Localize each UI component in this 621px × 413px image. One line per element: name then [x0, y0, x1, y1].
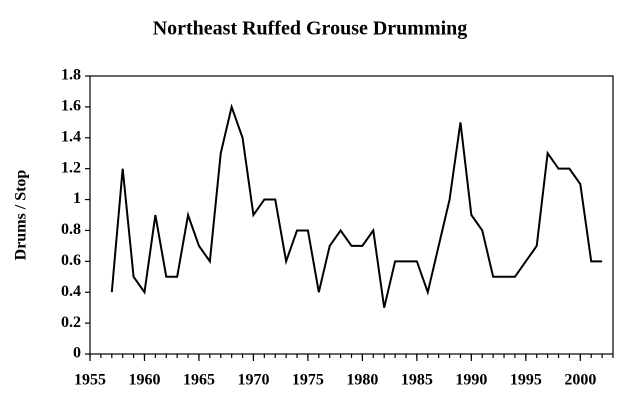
- x-tick-label: 1985: [401, 372, 433, 389]
- x-tick-label: 1965: [183, 372, 215, 389]
- y-tick-label: 0: [73, 345, 81, 362]
- x-tick-label: 1990: [455, 372, 487, 389]
- y-tick-label: 1: [73, 190, 81, 207]
- y-tick-label: 1.6: [61, 98, 81, 115]
- y-axis-label: Drums / Stop: [13, 170, 30, 261]
- y-tick-label: 0.8: [61, 221, 81, 238]
- data-line: [110, 103, 603, 308]
- plot-frame: [89, 75, 614, 355]
- y-tick-label: 1.8: [61, 67, 81, 84]
- y-tick-label: 0.4: [61, 283, 81, 300]
- x-tick-label: 1955: [74, 372, 106, 389]
- x-tick-label: 2000: [564, 372, 596, 389]
- y-tick-label: 0.6: [61, 252, 81, 269]
- y-tick-label: 1.4: [61, 128, 81, 145]
- x-tick-label: 1960: [128, 372, 160, 389]
- chart-title: Northeast Ruffed Grouse Drumming: [153, 18, 468, 40]
- x-tick-label: 1980: [346, 372, 378, 389]
- y-tick-label: 1.2: [61, 159, 81, 176]
- x-tick-label: 1995: [510, 372, 542, 389]
- x-tick-label: 1970: [237, 372, 269, 389]
- y-tick-label: 0.2: [61, 314, 81, 331]
- x-tick-label: 1975: [292, 372, 324, 389]
